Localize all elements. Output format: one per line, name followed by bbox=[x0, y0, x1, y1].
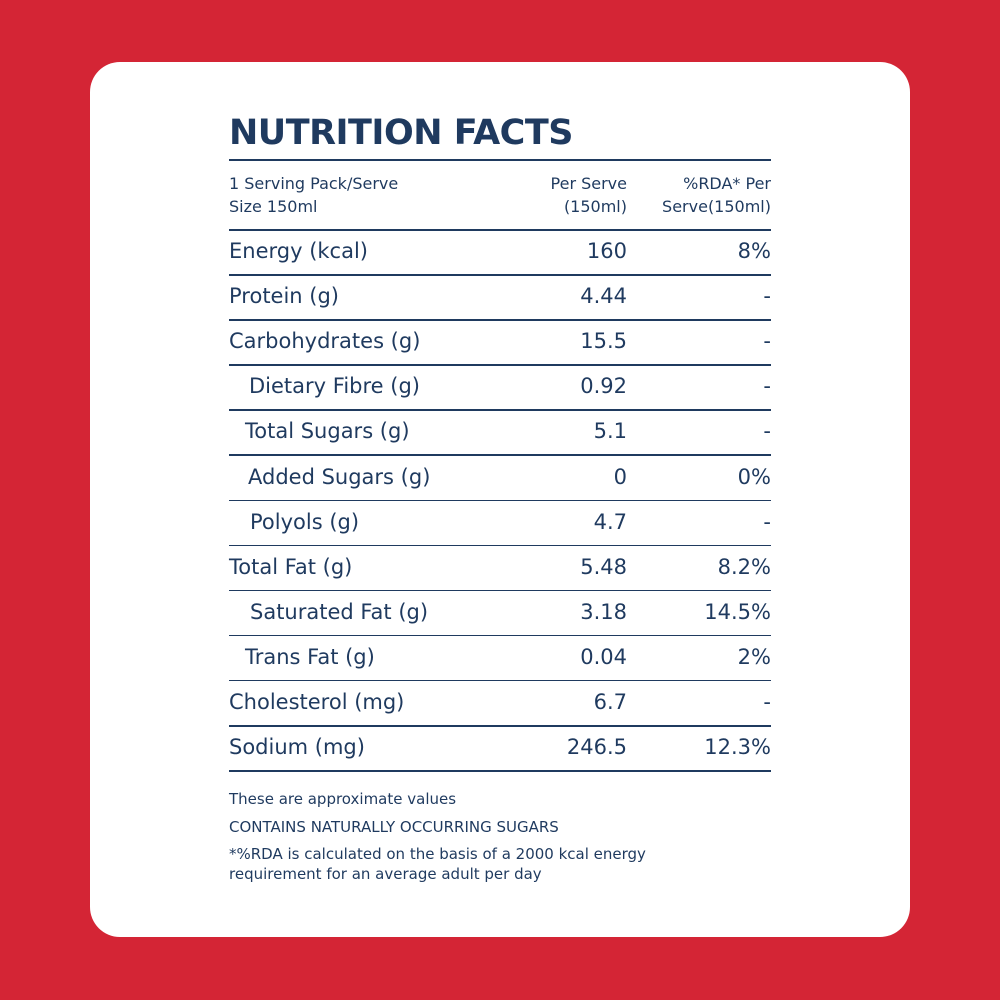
per-serve-value: 246.5 bbox=[566, 735, 627, 760]
row-rule bbox=[229, 679, 771, 682]
nutrient-name: Carbohydrates (g) bbox=[229, 329, 421, 354]
column-header: (150ml) bbox=[563, 197, 627, 216]
row-rule bbox=[229, 544, 771, 547]
row-rule bbox=[229, 409, 771, 411]
row-rule bbox=[229, 319, 771, 321]
rda-value: - bbox=[763, 329, 771, 354]
nutrient-name: Added Sugars (g) bbox=[248, 464, 431, 489]
row-rule bbox=[229, 499, 771, 501]
column-header: %RDA* Per bbox=[683, 174, 771, 193]
row-rule bbox=[229, 364, 771, 366]
rda-value: 0% bbox=[737, 464, 771, 489]
row-rule bbox=[229, 725, 771, 727]
rda-value: - bbox=[763, 374, 771, 399]
rda-value: 8.2% bbox=[717, 554, 771, 579]
rda-value: - bbox=[763, 419, 771, 444]
column-header: Size 150ml bbox=[229, 197, 318, 216]
rda-value: - bbox=[763, 690, 771, 714]
row-rule bbox=[229, 770, 771, 772]
rda-value: 14.5% bbox=[704, 599, 771, 624]
column-header: Per Serve bbox=[550, 174, 627, 193]
nutrient-name: Trans Fat (g) bbox=[245, 644, 375, 669]
rda-value: - bbox=[763, 284, 771, 309]
column-header: Serve(150ml) bbox=[662, 197, 771, 216]
nutrient-name: Dietary Fibre (g) bbox=[249, 374, 420, 399]
nutrient-name: Energy (kcal) bbox=[229, 239, 368, 263]
title: NUTRITION FACTS bbox=[229, 113, 573, 153]
nutrient-name: Total Sugars (g) bbox=[245, 419, 410, 444]
per-serve-value: 4.7 bbox=[593, 509, 627, 534]
title-rule bbox=[229, 159, 771, 161]
per-serve-value: 0.04 bbox=[580, 644, 627, 669]
footnote: These are approximate values bbox=[229, 790, 457, 808]
per-serve-value: 4.44 bbox=[580, 284, 627, 309]
rda-value: 8% bbox=[737, 239, 771, 263]
nutrient-name: Protein (g) bbox=[229, 284, 340, 309]
footnote: CONTAINS NATURALLY OCCURRING SUGARS bbox=[229, 818, 559, 836]
rda-value: - bbox=[763, 509, 771, 534]
row-rule bbox=[229, 274, 771, 276]
footnote: *%RDA is calculated on the basis of a 20… bbox=[229, 845, 646, 863]
per-serve-value: 15.5 bbox=[580, 329, 627, 354]
nutrient-name: Sodium (mg) bbox=[229, 735, 365, 760]
rda-value: 12.3% bbox=[704, 735, 771, 760]
footnote: requirement for an average adult per day bbox=[229, 865, 542, 883]
per-serve-value: 3.18 bbox=[580, 599, 627, 624]
header-rule bbox=[229, 229, 771, 231]
row-rule bbox=[229, 454, 771, 456]
per-serve-value: 0 bbox=[613, 464, 627, 489]
per-serve-value: 5.1 bbox=[593, 419, 627, 444]
rda-value: 2% bbox=[737, 644, 771, 669]
column-header: 1 Serving Pack/Serve bbox=[229, 174, 399, 193]
per-serve-value: 5.48 bbox=[580, 554, 627, 579]
nutrient-name: Polyols (g) bbox=[250, 509, 360, 534]
nutrient-name: Saturated Fat (g) bbox=[250, 599, 429, 624]
row-rule bbox=[229, 589, 771, 592]
nutrient-name: Total Fat (g) bbox=[229, 554, 353, 579]
nutrient-name: Cholesterol (mg) bbox=[229, 690, 405, 714]
per-serve-value: 160 bbox=[586, 239, 627, 263]
per-serve-value: 0.92 bbox=[580, 374, 627, 399]
row-rule bbox=[229, 634, 771, 637]
per-serve-value: 6.7 bbox=[593, 690, 627, 714]
